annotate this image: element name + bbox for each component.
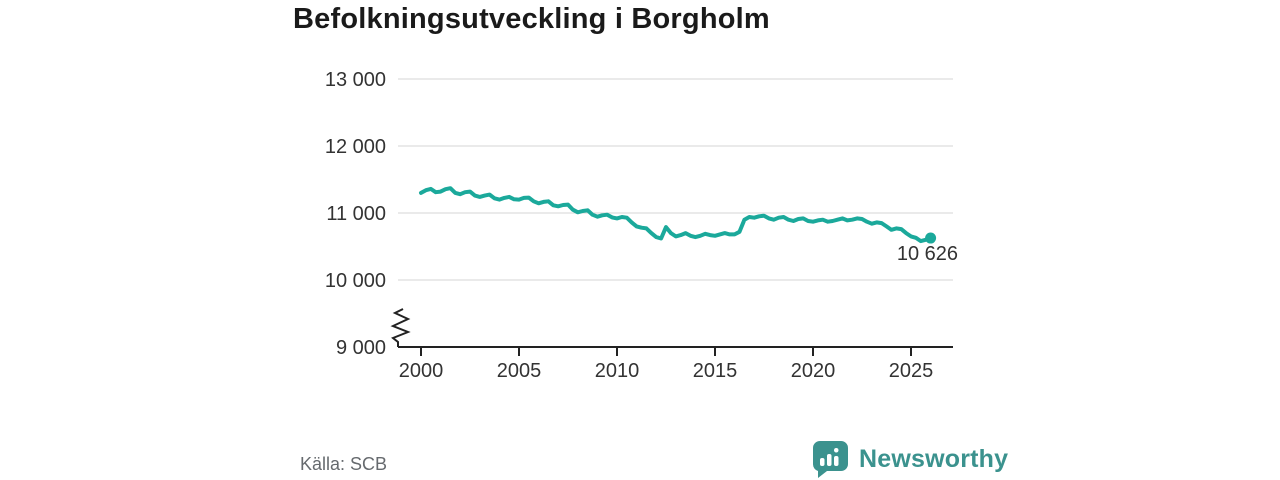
y-tick-label: 11 000 [326,203,386,225]
newsworthy-logo: Newsworthy [812,440,1008,478]
chart-title: Befolkningsutveckling i Borgholm [293,3,770,35]
newsworthy-brand-name: Newsworthy [859,444,1009,473]
source-label: Källa: SCB [300,454,388,474]
x-tick-label: 2025 [889,360,934,382]
endpoint-marker [925,232,937,244]
axis-break-icon [390,308,411,347]
y-tick-label: 9 000 [336,337,386,359]
x-tick-label: 2010 [595,360,640,382]
endpoint-value-label: 10 626 [897,243,958,265]
newsworthy-chart-bubble-icon [813,441,848,478]
population-line [419,186,933,244]
y-tick-label: 10 000 [325,270,386,292]
x-tick-label: 2005 [497,360,542,382]
y-tick-label: 12 000 [325,136,386,158]
y-tick-label: 13 000 [325,69,386,91]
x-tick-label: 2020 [791,360,836,382]
x-tick-label: 2015 [693,360,738,382]
x-tick-label: 2000 [399,360,444,382]
